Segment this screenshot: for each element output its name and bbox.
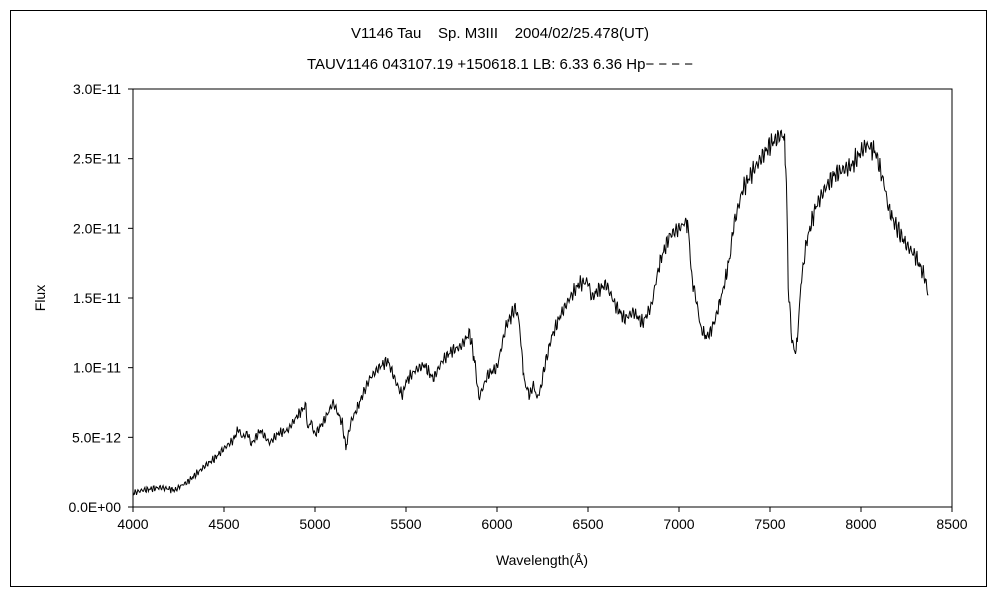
y-axis-label: Flux <box>32 285 48 311</box>
x-tick-label: 8500 <box>936 516 967 532</box>
y-tick-label: 2.5E-11 <box>73 151 121 167</box>
x-tick-label: 4500 <box>208 516 239 532</box>
y-tick-label: 5.0E-12 <box>72 429 121 445</box>
x-tick-label: 8000 <box>845 516 876 532</box>
chart-subtitle: TAUV1146 043107.19 +150618.1 LB: 6.33 6.… <box>306 56 693 73</box>
x-tick-label: 4000 <box>117 516 148 532</box>
y-tick-label: 3.0E-11 <box>73 81 121 97</box>
plot-area <box>132 88 953 508</box>
x-tick-label: 6500 <box>572 516 603 532</box>
y-tick-label: 2.0E-11 <box>73 220 121 236</box>
y-axis: 0.0E+00 5.0E-12 1.0E-11 1.5E-11 2.0E-11 2.5E-… <box>68 81 133 515</box>
chart-title: V1146 Tau Sp. M3III 2004/02/25.478(UT) <box>351 25 649 42</box>
spectrum-line <box>132 129 929 496</box>
x-axis-label: Wavelength(Å) <box>496 552 588 568</box>
x-tick-label: 7500 <box>754 516 785 532</box>
x-axis: 4000 4500 5000 5500 6000 6500 7000 7500 8000 8500 <box>117 507 968 532</box>
y-tick-label: 0.0E+00 <box>68 499 121 515</box>
y-tick-label: 1.0E-11 <box>73 360 121 376</box>
x-tick-label: 6000 <box>481 516 512 532</box>
y-tick-label: 1.5E-11 <box>73 290 121 306</box>
x-tick-label: 7000 <box>663 516 694 532</box>
x-tick-label: 5500 <box>390 516 421 532</box>
x-tick-label: 5000 <box>299 516 330 532</box>
